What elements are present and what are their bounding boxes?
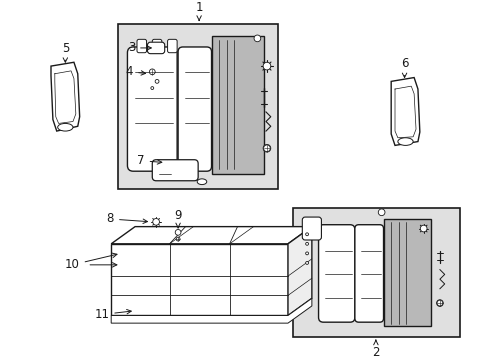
Ellipse shape [305,233,308,236]
Ellipse shape [263,145,270,152]
Ellipse shape [150,87,153,90]
FancyBboxPatch shape [152,39,162,53]
Bar [292,207,459,337]
Ellipse shape [436,300,442,306]
Ellipse shape [397,138,412,145]
Ellipse shape [305,261,308,264]
FancyBboxPatch shape [178,47,211,171]
FancyBboxPatch shape [152,160,198,181]
Text: 6: 6 [400,57,407,77]
Ellipse shape [149,69,155,75]
Ellipse shape [152,219,159,225]
Text: 9: 9 [174,209,182,228]
Polygon shape [111,244,287,315]
Ellipse shape [254,35,260,42]
Text: 5: 5 [61,42,69,62]
Polygon shape [111,227,311,244]
Ellipse shape [155,80,159,83]
Polygon shape [287,227,311,315]
Bar [211,36,264,174]
Text: 4: 4 [125,65,145,78]
Ellipse shape [378,209,384,216]
FancyBboxPatch shape [302,217,321,240]
Polygon shape [111,298,311,323]
Text: 7: 7 [137,154,162,167]
Polygon shape [390,77,419,145]
Text: 11: 11 [94,308,131,321]
Ellipse shape [436,300,442,306]
FancyBboxPatch shape [354,225,383,322]
FancyBboxPatch shape [167,39,177,53]
Ellipse shape [305,252,308,255]
Ellipse shape [175,229,181,235]
Ellipse shape [176,237,180,241]
Ellipse shape [197,179,206,185]
Bar [118,24,278,189]
Polygon shape [51,62,80,131]
Ellipse shape [58,123,73,131]
Text: 10: 10 [64,253,117,271]
Bar [383,219,430,326]
FancyBboxPatch shape [147,42,164,54]
Text: 3: 3 [127,41,151,54]
FancyBboxPatch shape [127,47,177,171]
Ellipse shape [305,242,308,245]
Ellipse shape [263,62,270,70]
FancyBboxPatch shape [137,39,146,53]
Ellipse shape [263,144,270,152]
Text: 8: 8 [106,212,147,225]
Text: 1: 1 [195,1,203,21]
Text: 2: 2 [371,340,379,359]
FancyBboxPatch shape [318,225,354,322]
Ellipse shape [420,225,426,232]
